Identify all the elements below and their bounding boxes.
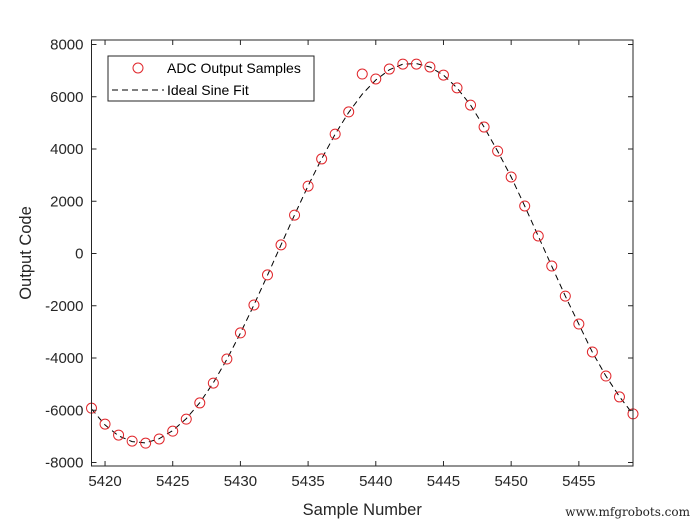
- y-tick-label: -4000: [45, 350, 83, 367]
- y-tick-label: 6000: [50, 89, 83, 106]
- sample-marker: [519, 200, 531, 212]
- sample-marker: [356, 68, 368, 80]
- sample-marker: [573, 318, 585, 330]
- x-axis-ticks: 5420 5425 5430 5435 5440 5445 5450 5455: [88, 40, 596, 490]
- sample-marker: [261, 269, 273, 281]
- y-tick-label: 4000: [50, 141, 83, 158]
- sample-marker: [478, 121, 490, 133]
- sine-fit-line: [91, 63, 634, 444]
- legend-circle-marker-icon: [132, 62, 144, 74]
- legend-label-fit: Ideal Sine Fit: [167, 82, 249, 98]
- sample-marker: [559, 290, 571, 302]
- sample-marker: [343, 106, 355, 118]
- x-tick-label: 5440: [359, 473, 392, 490]
- sample-marker: [99, 418, 111, 430]
- sample-marker: [248, 299, 260, 311]
- x-axis-label: Sample Number: [303, 501, 423, 519]
- y-tick-label: -2000: [45, 298, 83, 315]
- sample-marker: [302, 180, 314, 192]
- sample-marker: [140, 437, 152, 449]
- sample-marker: [383, 63, 395, 75]
- sample-marker: [234, 327, 246, 339]
- legend: ADC Output Samples Ideal Sine Fit: [107, 55, 315, 102]
- x-tick-label: 5445: [427, 473, 460, 490]
- axes-box: [91, 39, 634, 467]
- sample-marker: [113, 429, 125, 441]
- y-tick-label: 8000: [50, 37, 83, 54]
- y-axis-label: Output Code: [17, 206, 35, 300]
- x-tick-label: 5425: [156, 473, 189, 490]
- sample-marker: [289, 209, 301, 221]
- sample-marker: [194, 397, 206, 409]
- sample-marker: [370, 73, 382, 85]
- sample-marker: [397, 58, 409, 70]
- sample-marker: [424, 61, 436, 73]
- x-tick-label: 5435: [291, 473, 324, 490]
- sample-marker: [410, 58, 422, 70]
- sample-marker: [437, 69, 449, 81]
- sample-marker: [505, 171, 517, 183]
- y-tick-label: -6000: [45, 402, 83, 419]
- sample-marker: [613, 391, 625, 403]
- sample-marker: [492, 145, 504, 157]
- sample-marker: [586, 346, 598, 358]
- x-tick-label: 5455: [562, 473, 595, 490]
- legend-box: [107, 55, 315, 102]
- sample-marker: [329, 128, 341, 140]
- plot-area: [86, 58, 639, 449]
- sample-marker: [153, 433, 165, 445]
- sample-marker: [126, 435, 138, 447]
- sample-marker: [451, 82, 463, 94]
- y-tick-label: 0: [75, 246, 83, 263]
- watermark: www.mfgrobots.com: [565, 505, 690, 519]
- x-tick-label: 5420: [88, 473, 121, 490]
- sample-marker: [600, 370, 612, 382]
- x-tick-label: 5450: [494, 473, 527, 490]
- sample-marker: [546, 260, 558, 272]
- sample-marker: [465, 99, 477, 111]
- x-tick-label: 5430: [224, 473, 257, 490]
- y-axis-ticks: -8000 -6000 -4000 -2000 0 2000 4000 6000 8000: [45, 37, 633, 472]
- sample-marker: [275, 239, 287, 251]
- sample-marker: [207, 377, 219, 389]
- legend-label-samples: ADC Output Samples: [167, 60, 301, 76]
- sample-marker: [167, 425, 179, 437]
- y-tick-label: 2000: [50, 193, 83, 210]
- y-tick-label: -8000: [45, 455, 83, 472]
- sample-marker: [532, 230, 544, 242]
- sample-marker: [316, 153, 328, 165]
- sample-marker: [180, 413, 192, 425]
- sample-marker: [221, 353, 233, 365]
